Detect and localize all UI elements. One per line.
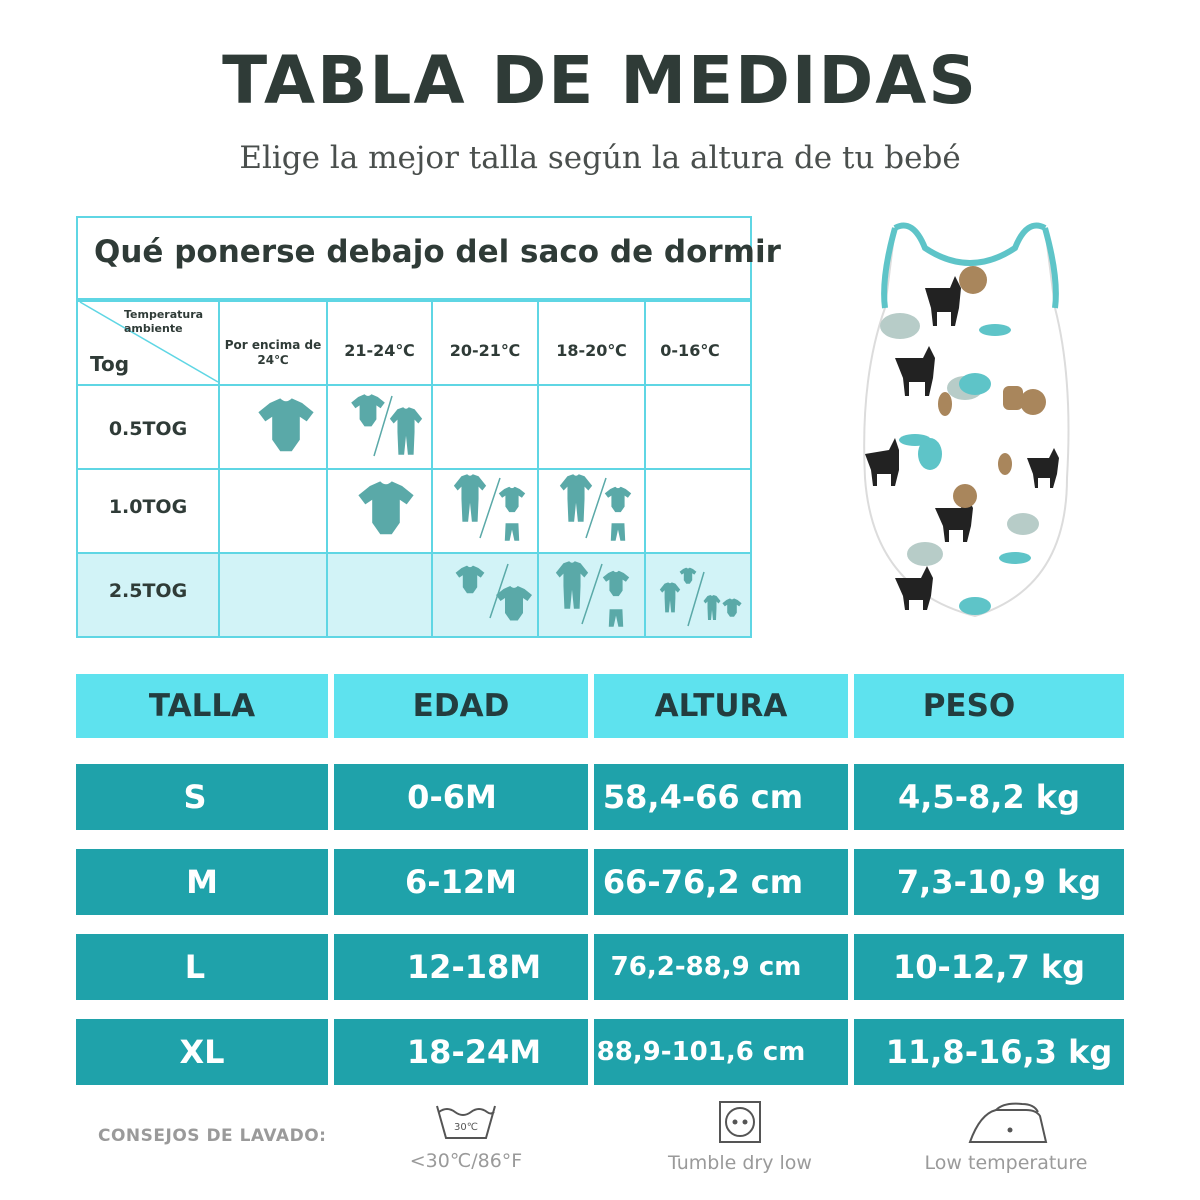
cell-edad: 12-18M <box>334 934 588 1000</box>
grid-line <box>76 300 752 302</box>
sleeping-bag-illustration <box>863 222 1070 618</box>
sleepsuit-icon <box>453 474 487 522</box>
bodysuit-icon <box>496 586 532 621</box>
pants-icon <box>610 523 626 541</box>
grid-line <box>326 300 328 638</box>
cell-altura: 76,2-88,9 cm <box>594 934 848 1000</box>
grid-line <box>76 552 752 554</box>
corner-diagonal <box>79 301 219 383</box>
grid-line <box>431 300 433 638</box>
sleepsuit-icon <box>659 582 681 613</box>
temp-header-1: Por encima de 24℃ <box>224 338 322 367</box>
pants-icon <box>608 609 624 627</box>
temp-header-3: 20-21℃ <box>449 341 521 360</box>
tog-row-label: 1.0TOG <box>108 496 188 518</box>
cell-altura: 88,9-101,6 cm <box>594 1019 848 1085</box>
cell-talla: L <box>76 934 328 1000</box>
care-label: CONSEJOS DE LAVADO: <box>98 1126 327 1146</box>
cell-altura: 58,4-66 cm <box>594 764 848 830</box>
sleepsuit-icon <box>389 407 423 455</box>
cell-edad: 6-12M <box>334 849 588 915</box>
care-dry-text: Tumble dry low <box>668 1152 812 1174</box>
tog-table: Qué ponerse debajo del saco de dormir Te… <box>76 216 781 638</box>
header-peso: PESO <box>854 674 1124 738</box>
bodysuit-icon <box>351 394 385 427</box>
bodysuit-icon <box>604 486 632 513</box>
grid-line <box>76 384 752 386</box>
page-title: TABLA DE MEDIDAS <box>222 42 978 119</box>
bear-print <box>899 324 1031 615</box>
cell-peso: 7,3-10,9 kg <box>854 849 1124 915</box>
header-altura: ALTURA <box>594 674 848 738</box>
wash-temp-label: 30℃ <box>454 1122 478 1133</box>
wash-30-icon: 30℃ <box>436 1105 496 1139</box>
cell-peso: 10-12,7 kg <box>854 934 1124 1000</box>
separator-slash <box>479 477 501 539</box>
tog-row-label: 0.5TOG <box>108 418 188 440</box>
cell-talla: XL <box>76 1019 328 1085</box>
top-icon <box>722 598 742 617</box>
header-talla: TALLA <box>76 674 328 738</box>
temp-header-5: 0-16℃ <box>660 341 720 360</box>
grid-line <box>750 300 752 638</box>
page-subtitle: Elige la mejor talla según la altura de … <box>239 140 961 176</box>
bodysuit-icon <box>679 567 697 584</box>
separator-slash <box>687 571 705 627</box>
cell-altura: 66-76,2 cm <box>594 849 848 915</box>
grid-line <box>76 300 78 638</box>
separator-slash <box>585 477 607 539</box>
tog-outfit-icons <box>258 394 742 627</box>
temp-header-2: 21-24℃ <box>344 341 415 360</box>
cell-peso: 11,8-16,3 kg <box>854 1019 1124 1085</box>
separator-slash <box>489 563 509 619</box>
sleepsuit-icon <box>555 561 589 609</box>
tog-row-shade <box>76 552 752 638</box>
cell-peso: 4,5-8,2 kg <box>854 764 1124 830</box>
cell-edad: 0-6M <box>334 764 588 830</box>
sleepsuit-icon <box>703 595 721 620</box>
bodysuit-icon <box>358 481 414 535</box>
elephant-print <box>880 313 1039 566</box>
top-icon <box>455 565 485 594</box>
rabbit-print <box>938 392 1012 475</box>
cell-talla: S <box>76 764 328 830</box>
separator-slash <box>581 563 603 625</box>
cell-edad: 18-24M <box>334 1019 588 1085</box>
corner-tog-label: Tog <box>90 352 130 376</box>
grid-line <box>76 468 752 470</box>
grid-line <box>218 300 220 638</box>
tog-table-header: Qué ponerse debajo del saco de dormir <box>76 216 781 300</box>
grid-line <box>644 300 646 638</box>
tog-row-label: 2.5TOG <box>108 580 188 602</box>
bodysuit-icon <box>498 486 526 513</box>
iron-low-icon <box>968 1102 1048 1143</box>
bodysuit-icon <box>258 398 314 452</box>
care-wash-text: <30℃/86°F <box>409 1150 523 1172</box>
grid-line <box>76 636 752 638</box>
bodysuit-icon <box>602 570 630 597</box>
tumble-dry-low-icon <box>719 1101 761 1143</box>
corner-temperature-label: Temperatura ambiente <box>124 308 204 335</box>
temp-header-4: 18-20℃ <box>556 341 627 360</box>
tog-table-title: Qué ponerse debajo del saco de dormir <box>94 234 781 270</box>
sleepsuit-icon <box>559 474 593 522</box>
care-iron-text: Low temperature <box>924 1152 1088 1174</box>
separator-slash <box>373 395 393 457</box>
grid-line <box>537 300 539 638</box>
cell-talla: M <box>76 849 328 915</box>
lion-print <box>953 266 1046 508</box>
pants-icon <box>504 523 520 541</box>
header-edad: EDAD <box>334 674 588 738</box>
